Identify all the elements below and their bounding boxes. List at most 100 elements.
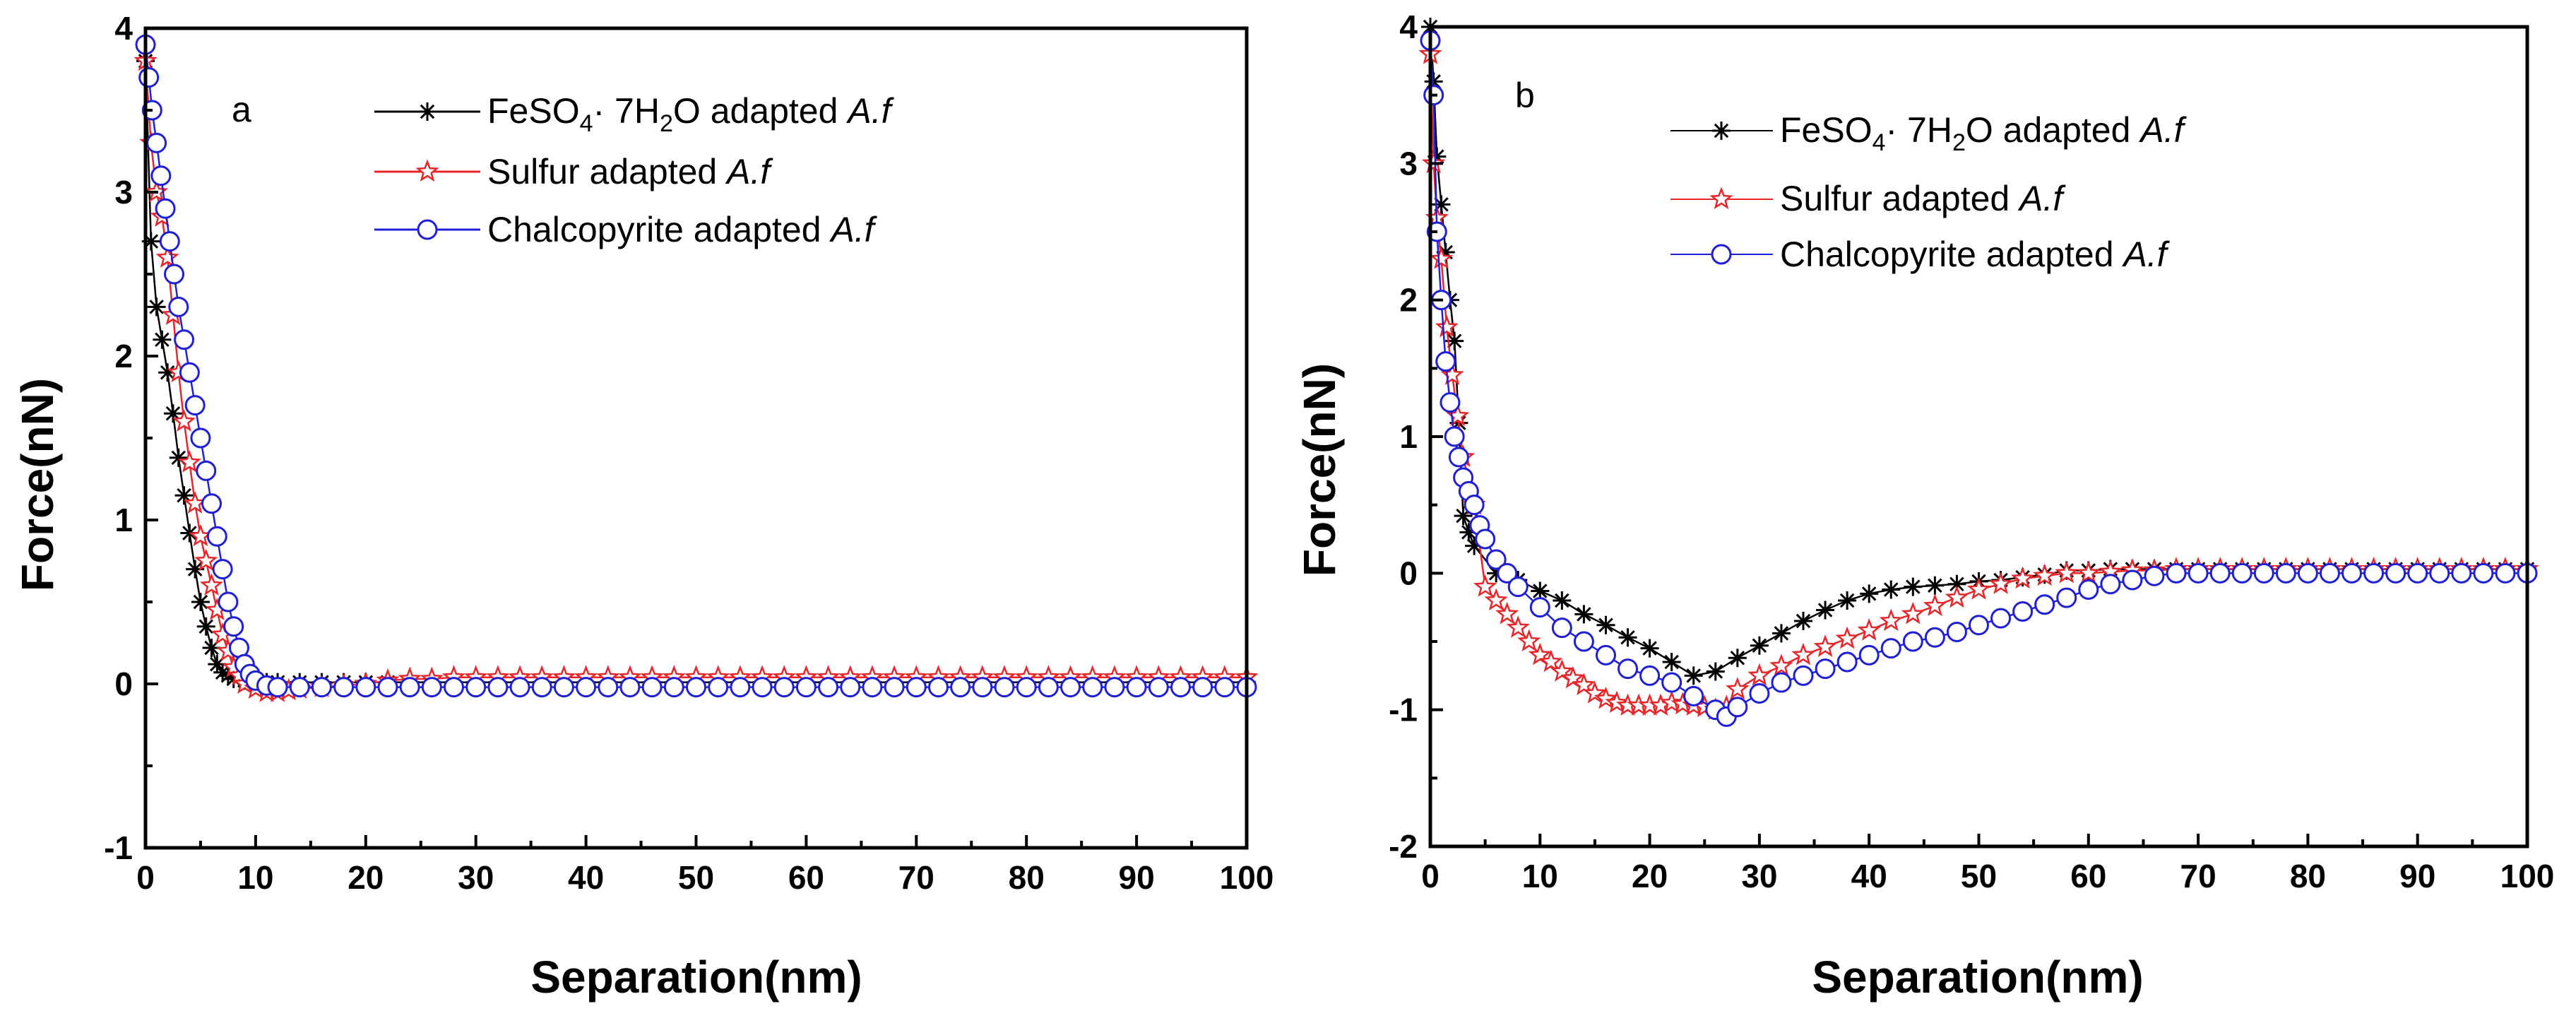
data-point [1539,649,1563,673]
data-point [2010,566,2035,589]
legend-symbol [1711,244,1732,265]
data-point [2209,562,2231,584]
data-point [155,198,176,219]
data-point [1990,608,2012,629]
data-point [1170,677,1191,698]
data-point [619,677,641,698]
data-point [1583,681,1607,704]
data-point [2495,562,2516,584]
data-point [164,264,185,285]
data-point [201,493,222,514]
y-tick-label: 3 [114,174,133,211]
data-point [333,677,355,698]
data-point [509,677,530,698]
y-tick-label: 4 [114,10,133,47]
y-tick-label: 0 [1399,555,1418,591]
data-point [730,677,751,698]
x-tick-label: 20 [1632,858,1668,894]
data-point [1836,651,1858,673]
legend-symbol [1712,122,1731,140]
legend-symbol [418,102,437,121]
data-point [196,617,215,636]
x-tick-label: 30 [1741,858,1777,894]
x-tick-label: 20 [348,859,384,896]
x-tick-label: 0 [136,859,155,896]
x-tick-label: 0 [1421,858,1440,894]
data-point [1429,247,1454,269]
data-point [1550,659,1574,682]
legend-label: Sulfur adapted A.f [487,152,773,191]
data-point [1947,574,1966,593]
data-point [2012,601,2034,622]
data-point [444,677,465,698]
data-point [1517,629,1541,652]
data-point [184,395,206,416]
data-point [1946,621,1967,642]
data-point [1904,577,1923,596]
y-tick-label: 2 [114,338,133,374]
data-point [2144,565,2165,586]
legend-item: FeSO4· 7H2O adapted A.f [374,91,895,137]
data-point [950,677,971,698]
legend-symbol [417,219,438,240]
x-axis-label: Separation(nm) [530,952,862,1003]
data-point [1879,608,1903,632]
data-point [1551,617,1572,639]
data-point [1924,627,1945,648]
data-point [994,677,1015,698]
data-point [1706,662,1725,681]
data-point [2231,562,2252,584]
x-tick-label: 70 [2180,858,2216,894]
data-point [1126,677,1147,698]
y-tick-label: -1 [1389,692,1418,728]
data-point [2055,560,2079,584]
data-point [1497,562,1518,584]
y-axis-label: Force(nN) [1294,363,1345,577]
data-point [1750,636,1769,655]
data-point [1793,665,1814,686]
x-tick-label: 10 [237,859,273,896]
data-point [1016,677,1037,698]
data-point [1082,677,1103,698]
data-point [906,677,927,698]
data-point [213,663,232,682]
x-tick-label: 90 [1119,859,1155,896]
series-circle [135,34,1257,698]
data-point [1728,649,1747,668]
legend-label: Chalcopyrite adapted A.f [1780,235,2171,274]
data-point [1507,577,1529,598]
x-tick-label: 60 [2070,858,2106,894]
y-axis-label: Force(nN) [12,378,63,591]
data-point [1683,685,1704,706]
data-point [159,231,180,252]
data-point [1445,331,1464,350]
data-point [218,591,239,613]
data-point [1925,576,1945,595]
data-point [818,677,839,698]
data-point [1969,615,1989,636]
data-point [421,677,442,698]
chart-panel-a: a Separation(nm) Force(nN) 0 10 20 30 40 50 60… [12,10,1274,1003]
data-point [1487,564,1506,583]
data-point [1838,591,1857,610]
x-tick-label: 40 [1851,858,1887,894]
data-point [487,677,509,698]
data-point [1444,426,1465,447]
data-point [576,677,597,698]
data-point [1459,523,1478,542]
data-point [1945,585,1969,608]
y-tick-label: 0 [114,666,133,702]
x-tick-label: 100 [1220,859,1274,896]
data-point [1440,392,1461,413]
data-point [1857,617,1881,641]
data-point [1473,574,1497,597]
plot-marks [133,34,1259,702]
legend: FeSO4· 7H2O adapted A.f Sulfur adapted A… [1670,110,2188,274]
legend-marker-asterisk [1712,122,1731,140]
chart-panel-b: b Separation(nm) Force(nN) 0 10 20 30 40 50 60… [1294,8,2554,1003]
data-point [1506,615,1530,638]
data-point [202,638,221,657]
data-point [2429,562,2450,584]
data-point [708,677,729,698]
legend-marker-circle [417,219,438,240]
